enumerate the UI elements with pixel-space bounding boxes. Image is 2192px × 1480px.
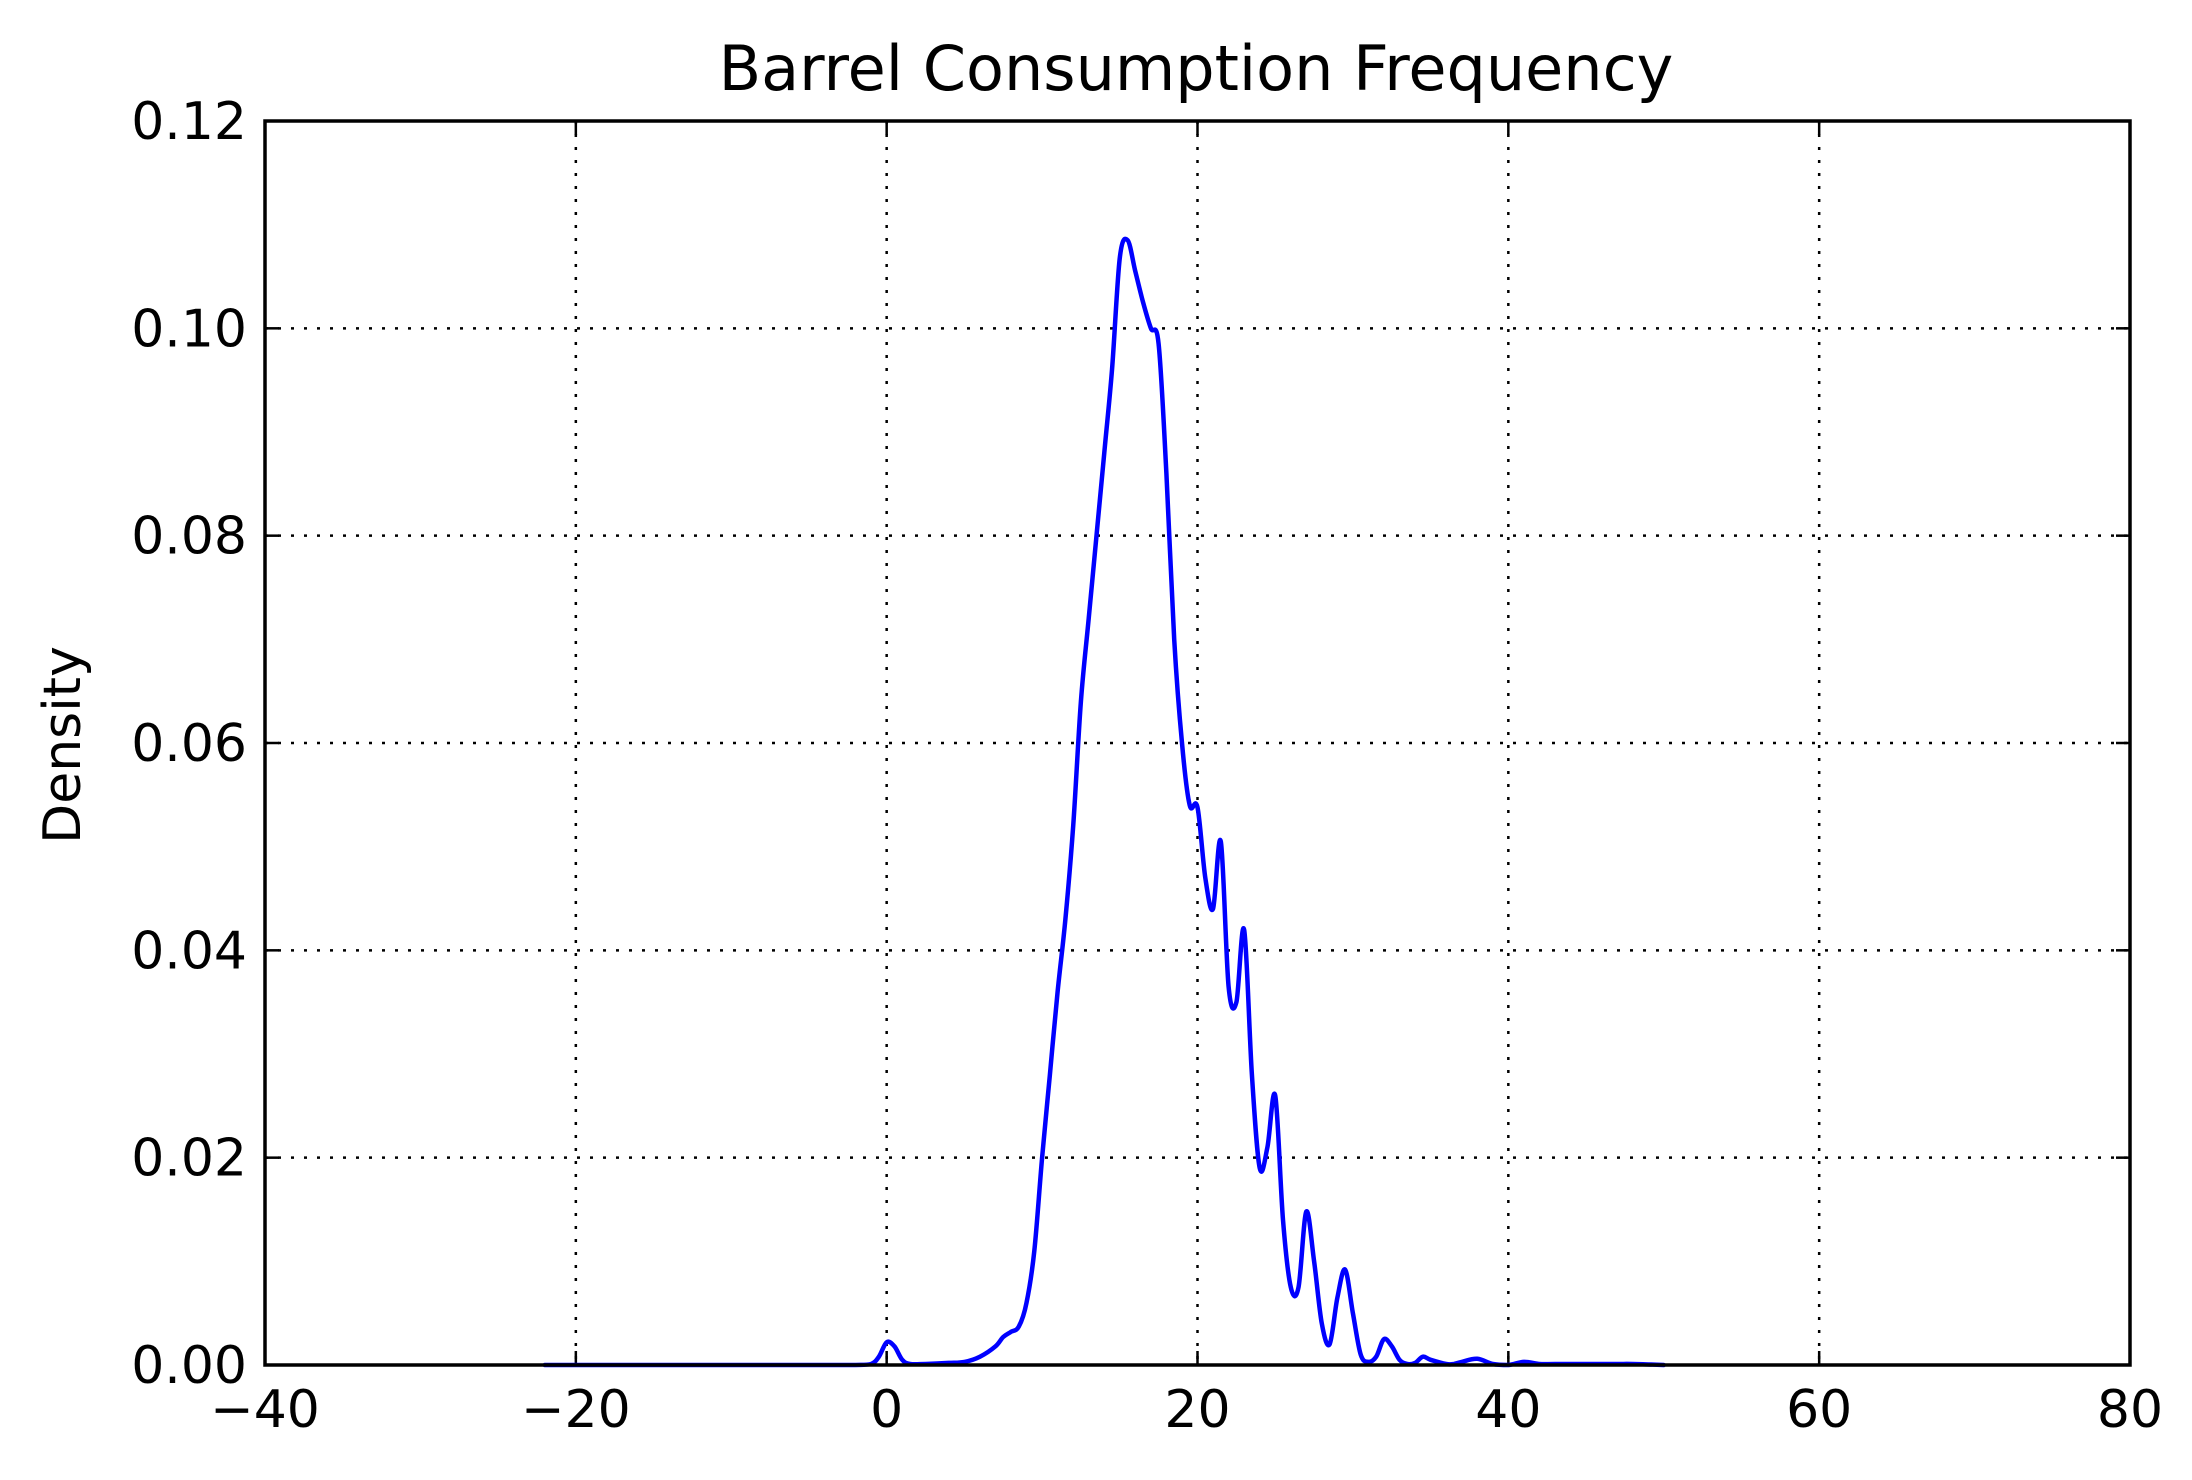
x-tick-label: −20 [521,1380,631,1440]
density-line [542,236,1667,1368]
y-tick-label: 0.00 [131,1336,247,1396]
y-tick-label: 0.10 [131,299,247,359]
x-tick-label: 0 [870,1380,903,1440]
x-tick-label: 60 [1786,1380,1852,1440]
y-tick-label: 0.12 [131,92,247,152]
y-tick-label: 0.06 [131,714,247,774]
y-tick-label: 0.08 [131,507,247,567]
axis-ticks [263,119,2132,1367]
grid [265,121,2130,1365]
x-tick-label: −40 [210,1380,320,1440]
x-tick-label: 40 [1475,1380,1541,1440]
y-tick-label: 0.04 [131,921,247,981]
plot-frame [263,119,2132,1367]
x-tick-label: 20 [1164,1380,1230,1440]
y-axis-label: Density [33,646,93,844]
y-tick-label: 0.02 [131,1129,247,1189]
series-layer [542,236,1667,1368]
x-tick-label: 80 [2097,1380,2163,1440]
chart-title: Barrel Consumption Frequency [719,32,1674,105]
tick-labels: −40 −20 0 20 40 60 80 0.00 0.02 0.04 0.06 0.08 0.10 0… [131,92,2163,1440]
